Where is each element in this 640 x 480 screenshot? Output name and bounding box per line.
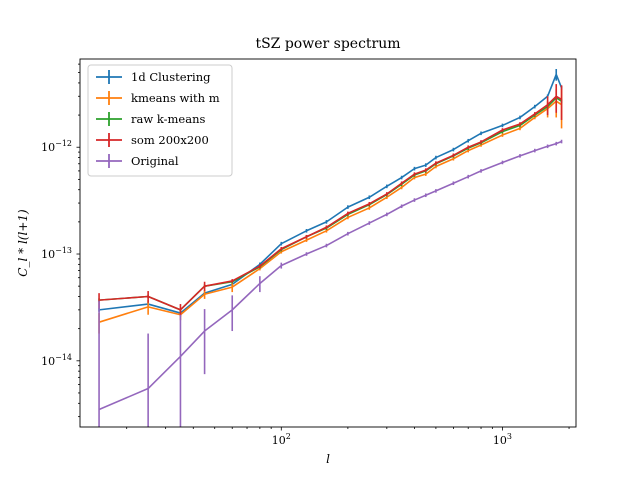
legend-item: som 200x200 xyxy=(96,133,209,147)
legend-label: raw k-means xyxy=(131,112,205,126)
legend-label: Original xyxy=(131,154,179,168)
legend-label: 1d Clustering xyxy=(131,70,211,84)
x-tick-labels: 102 103 xyxy=(272,432,512,447)
legend-box xyxy=(87,64,233,177)
chart-title: tSZ power spectrum xyxy=(255,36,400,52)
y-tick-label: 10−12 xyxy=(41,139,72,154)
legend-item: raw k-means xyxy=(96,112,205,126)
series-line xyxy=(98,140,562,411)
y-axis-label: C_l * l(l+1) xyxy=(16,209,30,277)
x-axis-label: l xyxy=(326,452,330,466)
legend-label: som 200x200 xyxy=(131,133,209,147)
legend: 1d Clustering kmeans with m raw k-means som… xyxy=(87,64,233,177)
y-tick-label: 10−13 xyxy=(41,246,72,261)
plot-frame xyxy=(79,58,577,428)
x-tick-label: 102 xyxy=(272,432,291,447)
x-tick-label: 103 xyxy=(493,432,512,447)
legend-item: Original xyxy=(96,154,179,168)
series-3 xyxy=(98,84,563,317)
series-lines xyxy=(98,69,563,427)
legend-item: kmeans with m xyxy=(96,91,220,105)
y-tick-label: 10−14 xyxy=(41,353,72,368)
legend-item: 1d Clustering xyxy=(96,70,211,84)
series-4 xyxy=(98,139,563,427)
y-tick-labels: 10−14 10−13 10−12 xyxy=(41,139,72,368)
legend-label: kmeans with m xyxy=(131,91,220,105)
